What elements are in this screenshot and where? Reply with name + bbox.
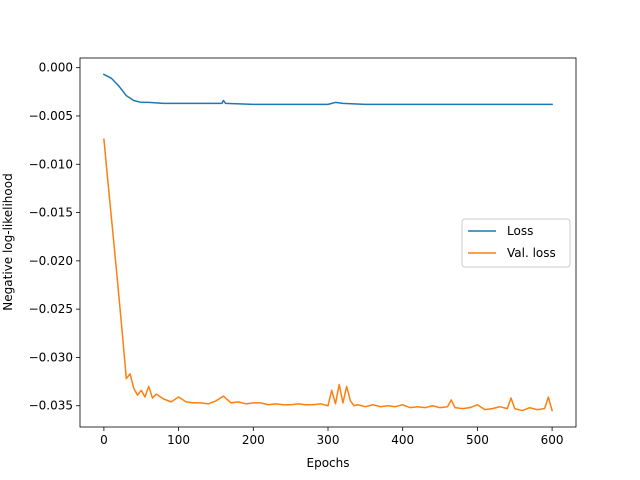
y-tick-label: −0.025 (29, 302, 73, 316)
x-tick-label: 600 (541, 433, 564, 447)
y-tick-label: −0.010 (29, 157, 73, 171)
x-tick-label: 300 (317, 433, 340, 447)
plot-area (102, 73, 554, 412)
legend-entry-label: Val. loss (507, 246, 556, 260)
x-axis-label: Epochs (307, 456, 350, 470)
y-tick-label: −0.005 (29, 109, 73, 123)
y-tick-label: −0.020 (29, 254, 73, 268)
series-line-val-loss (103, 138, 554, 412)
y-tick-label: −0.035 (29, 399, 73, 413)
x-tick-label: 100 (167, 433, 190, 447)
y-axis-label: Negative log-likelihood (1, 173, 15, 310)
axes: 0 100 200 300 400 500 600 0.000 −0.005 −0.010 −0.0… (29, 57, 577, 447)
x-tick-label: 200 (242, 433, 265, 447)
legend: Loss Val. loss (461, 218, 571, 268)
x-tick-label: 400 (391, 433, 414, 447)
y-tick-label: 0.000 (39, 61, 73, 75)
series-line-loss (102, 73, 553, 106)
y-tick-label: −0.015 (29, 206, 73, 220)
x-tick-label: 500 (466, 433, 489, 447)
y-tick-label: −0.030 (29, 350, 73, 364)
x-tick-label: 0 (100, 433, 108, 447)
legend-entry-label: Loss (507, 224, 533, 238)
